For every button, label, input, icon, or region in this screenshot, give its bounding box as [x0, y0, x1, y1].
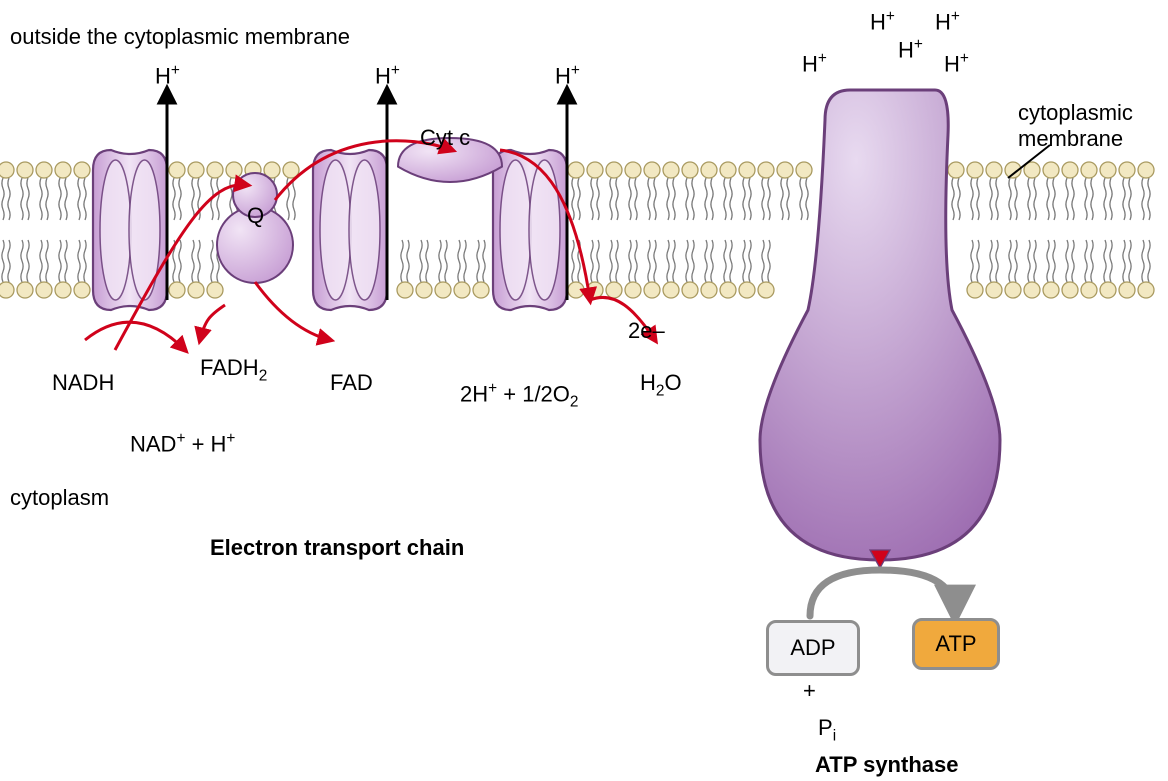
label-cytc: Cyt c	[420, 125, 470, 151]
label-cytoplasmic-membrane: cytoplasmicmembrane	[1018, 100, 1133, 152]
label-cytoplasm: cytoplasm	[10, 485, 109, 511]
label-fad: FAD	[330, 370, 373, 396]
etc-title: Electron transport chain	[210, 535, 464, 561]
label-h2o: H2O	[640, 370, 682, 400]
label-pi: Pi	[818, 715, 836, 745]
label-2e: 2e–	[628, 318, 665, 344]
atp-box: ATP	[912, 618, 1000, 670]
adp-box: ADP	[766, 620, 860, 676]
etc-complexes	[93, 138, 567, 310]
label-fadh2: FADH2	[200, 355, 267, 385]
label-h-plus-1: H+	[155, 62, 180, 89]
synthase-h-1: H+	[802, 50, 827, 77]
label-h-plus-3: H+	[555, 62, 580, 89]
label-nadh: NADH	[52, 370, 114, 396]
atp-synthase-title: ATP synthase	[815, 752, 958, 778]
synthase-h-5: H+	[944, 50, 969, 77]
membrane	[0, 162, 1154, 298]
label-pi-plus: +	[803, 678, 816, 704]
synthase-h-2: H+	[870, 8, 895, 35]
atp-synthase	[760, 90, 1000, 568]
label-h-plus-2: H+	[375, 62, 400, 89]
label-q: Q	[247, 203, 264, 229]
label-2h-o2: 2H+ + 1/2O2	[460, 380, 578, 412]
synthase-h-3: H+	[935, 8, 960, 35]
label-nad-plus-h: NAD+ + H+	[130, 430, 235, 457]
label-outside-membrane: outside the cytoplasmic membrane	[10, 24, 350, 50]
synthase-h-4: H+	[898, 36, 923, 63]
